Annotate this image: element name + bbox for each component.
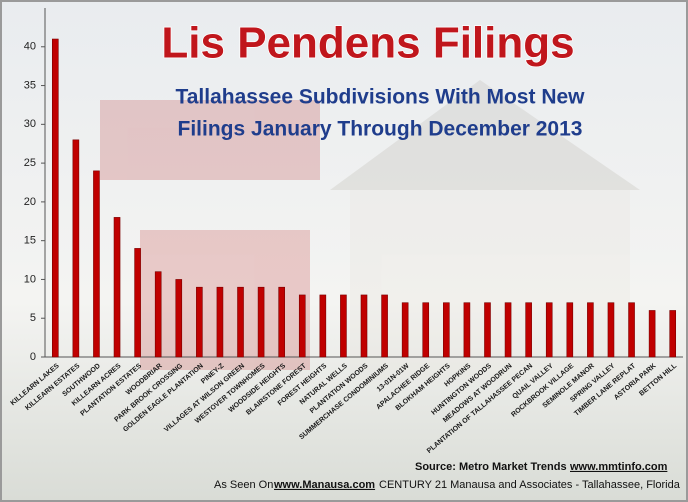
bar [298, 294, 306, 358]
footer-note: CENTURY 21 Manausa and Associates - Tall… [379, 479, 681, 491]
bar [175, 279, 183, 358]
bar [484, 302, 491, 358]
footer-link: www.Manausa.com [273, 479, 375, 491]
bar [196, 286, 203, 358]
bar [669, 310, 677, 358]
bar [93, 170, 100, 358]
y-tick-label: 40 [24, 41, 36, 53]
bar [525, 302, 532, 358]
bar [648, 310, 656, 358]
y-tick-label: 25 [24, 157, 36, 169]
footer-note: As Seen On [214, 479, 273, 491]
bar [113, 217, 121, 358]
bar [463, 302, 471, 358]
bar [566, 302, 574, 358]
bar [72, 139, 80, 358]
bar [154, 271, 162, 358]
bar [545, 302, 553, 358]
bar [360, 294, 368, 358]
bar [340, 294, 347, 358]
y-tick-label: 0 [30, 351, 36, 363]
bar [51, 38, 59, 358]
bar [628, 302, 635, 358]
y-tick-label: 35 [24, 79, 36, 91]
bar [257, 286, 265, 358]
bar [381, 294, 388, 358]
bar [134, 248, 141, 358]
chart-title: Lis Pendens Filings [161, 19, 574, 68]
bar [278, 286, 285, 358]
chart-subtitle: Filings January Through December 2013 [178, 118, 583, 141]
bar [237, 286, 244, 358]
bar [587, 302, 594, 358]
source-note: Source: Metro Market Trends [415, 461, 567, 473]
bar [216, 286, 224, 358]
bar [319, 294, 327, 358]
source-link: www.mmtinfo.com [569, 461, 668, 473]
y-tick-label: 30 [24, 118, 36, 130]
bar [504, 302, 512, 358]
bar [422, 302, 430, 358]
y-tick-label: 15 [24, 235, 36, 247]
y-tick-label: 10 [24, 273, 36, 285]
bar [443, 302, 450, 358]
bar [401, 302, 409, 358]
chart-subtitle: Tallahassee Subdivisions With Most New [175, 86, 585, 109]
bar [607, 302, 615, 358]
y-tick-label: 20 [24, 196, 36, 208]
y-tick-label: 5 [30, 312, 36, 324]
